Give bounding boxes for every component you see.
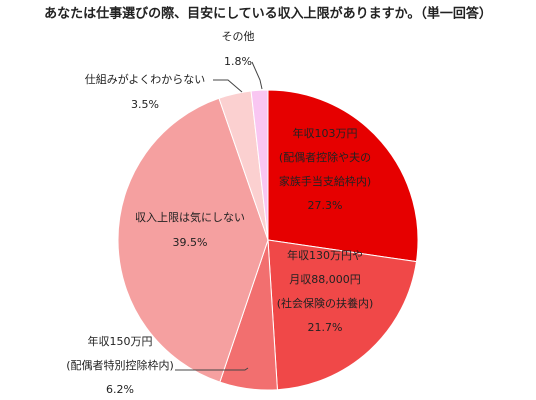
pie-slice	[267, 239, 418, 391]
slice-label: 家族手当支給枠内)	[279, 174, 371, 188]
pie-slice	[267, 89, 419, 263]
slice-label: 年収130万円や	[287, 248, 363, 262]
value-label: 39.5%	[173, 236, 208, 249]
leader-lines	[175, 61, 263, 371]
value-label: 27.3%	[308, 199, 343, 212]
slice-label: その他	[222, 30, 255, 43]
leader-line	[251, 61, 263, 90]
value-label: 21.7%	[308, 321, 343, 334]
slice-label: 年収103万円	[293, 126, 358, 140]
slice-label: (配偶者控除や夫の	[279, 150, 371, 164]
slice-label: (配偶者特別控除枠内)	[66, 358, 174, 372]
slice-label: 月収88,000円	[289, 273, 361, 286]
value-label: 3.5%	[131, 98, 159, 111]
leader-line	[175, 367, 249, 371]
value-label: 6.2%	[106, 383, 134, 396]
slice-label: 収入上限は気にしない	[135, 210, 245, 224]
pie-slice	[117, 97, 269, 383]
slice-label: 年収150万円	[88, 334, 153, 348]
value-label: 1.8%	[224, 55, 252, 68]
leader-line	[213, 79, 243, 93]
chart-title: あなたは仕事選びの際、目安にしている収入上限がありますか。（単一回答）	[44, 6, 492, 22]
pie-slice	[250, 89, 269, 241]
pie	[117, 89, 419, 391]
slice-label: (社会保険の扶養内)	[277, 296, 374, 310]
slice-label: 仕組みがよくわからない	[85, 72, 205, 86]
